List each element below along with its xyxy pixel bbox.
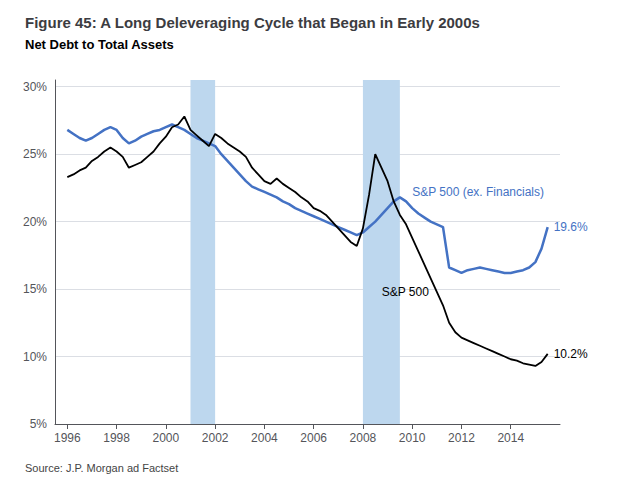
svg-text:S&P 500 (ex. Financials): S&P 500 (ex. Financials) <box>412 185 544 199</box>
svg-text:2014: 2014 <box>497 431 524 445</box>
svg-text:2012: 2012 <box>448 431 475 445</box>
svg-text:5%: 5% <box>30 417 48 431</box>
svg-text:2006: 2006 <box>300 431 327 445</box>
svg-text:10.2%: 10.2% <box>554 347 588 361</box>
svg-text:2010: 2010 <box>399 431 426 445</box>
svg-text:19.6%: 19.6% <box>554 220 588 234</box>
svg-text:Figure 45: A Long Deleveraging: Figure 45: A Long Deleveraging Cycle tha… <box>25 14 480 31</box>
svg-text:30%: 30% <box>23 80 47 94</box>
svg-text:10%: 10% <box>23 350 47 364</box>
svg-text:S&P 500: S&P 500 <box>382 285 429 299</box>
svg-text:25%: 25% <box>23 147 47 161</box>
svg-text:2002: 2002 <box>202 431 229 445</box>
svg-text:15%: 15% <box>23 282 47 296</box>
svg-text:1998: 1998 <box>103 431 130 445</box>
svg-text:2008: 2008 <box>350 431 377 445</box>
svg-text:20%: 20% <box>23 215 47 229</box>
svg-text:Source: J.P. Morgan ad Factset: Source: J.P. Morgan ad Factset <box>25 462 178 474</box>
svg-text:2000: 2000 <box>153 431 180 445</box>
svg-text:Net Debt to Total Assets: Net Debt to Total Assets <box>25 37 174 52</box>
svg-text:1996: 1996 <box>54 431 81 445</box>
svg-text:2004: 2004 <box>251 431 278 445</box>
